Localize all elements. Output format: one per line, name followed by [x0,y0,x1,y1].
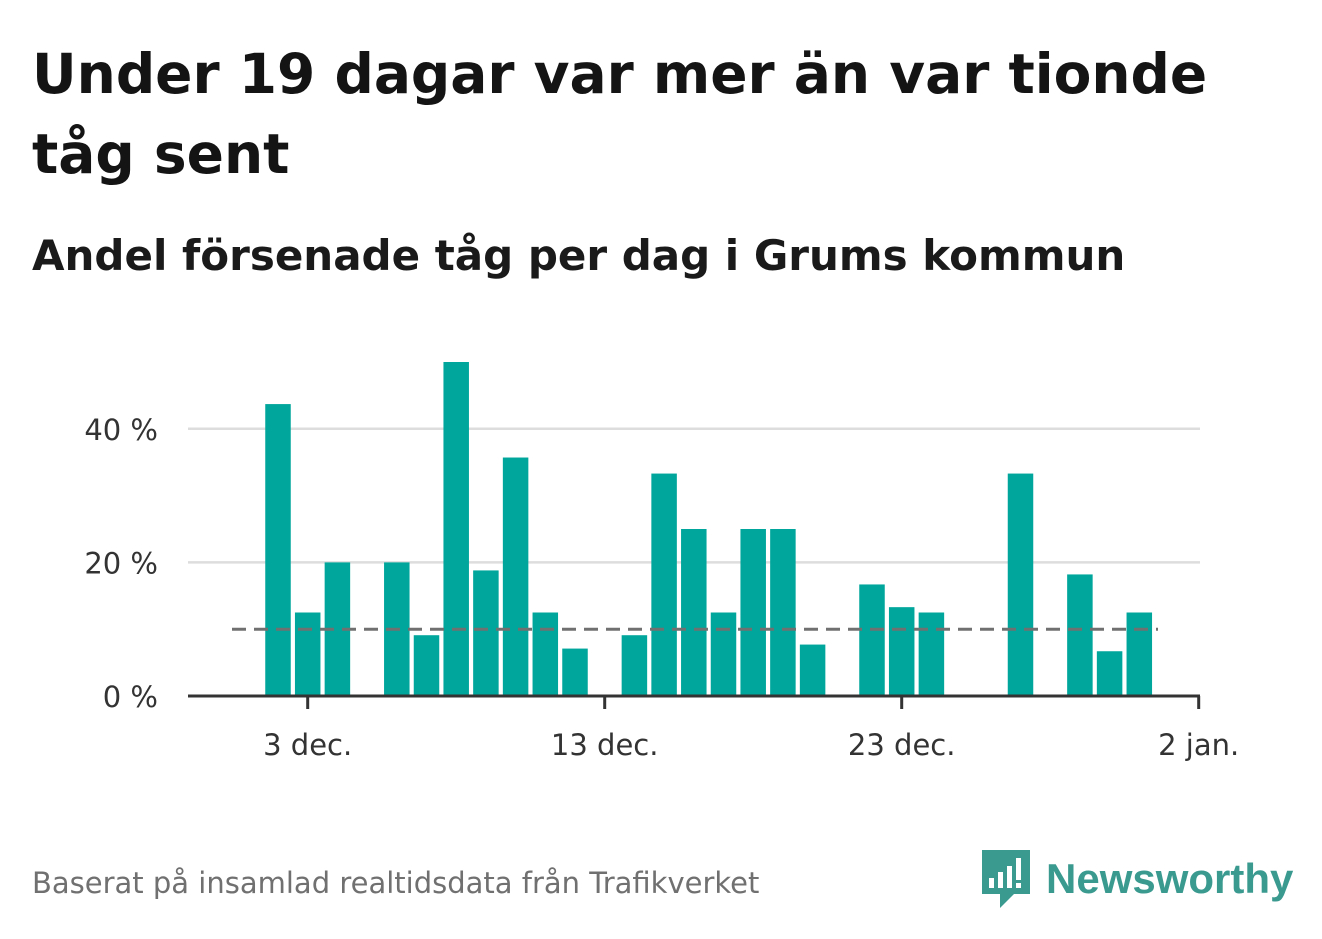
bar [918,612,945,696]
bar-chart: 0 % 20 % 40 % 3 dec. 13 dec. 23 dec. 2 jan. [84,362,1239,762]
bar [502,457,529,696]
chart-subtitle: Andel försenade tåg per dag i Grums komm… [32,231,1126,280]
y-tick-label: 20 % [84,546,158,580]
bar [265,404,291,696]
bar [888,607,915,696]
bar [532,612,559,696]
bar [1096,651,1123,696]
bar [473,570,499,696]
bar [859,584,885,696]
bar [1067,574,1093,696]
bar [413,635,440,696]
bar [710,612,737,696]
x-tick-label: 2 jan. [1158,728,1239,762]
bar [562,648,588,696]
chart-title: Under 19 dagar var mer än var tionde tåg… [32,42,1208,186]
bar [443,362,469,696]
bar [799,644,826,696]
brand-logo: Newsworthy [980,848,1293,910]
bar [681,529,707,696]
bar [621,635,648,696]
y-tick-label: 40 % [84,413,158,447]
bar [651,473,677,696]
source-note: Baserat på insamlad realtidsdata från Tr… [32,866,760,900]
x-tick-label: 13 dec. [551,728,659,762]
newsworthy-logo-icon [982,850,1030,908]
brand-name: Newsworthy [1046,855,1294,902]
bar [1126,612,1153,696]
x-tick-label: 3 dec. [263,728,352,762]
y-tick-label: 0 % [103,680,158,714]
bar [1007,473,1034,696]
bar [770,529,796,696]
bar [294,612,321,696]
bar [740,529,766,696]
x-tick-label: 23 dec. [848,728,956,762]
